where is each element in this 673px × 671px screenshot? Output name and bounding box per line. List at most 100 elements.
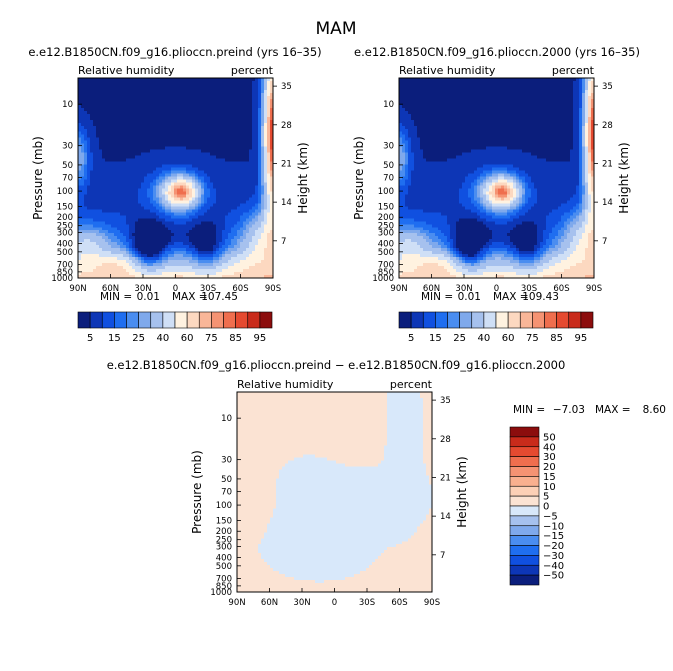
field-cell bbox=[258, 221, 262, 225]
field-cell bbox=[201, 78, 205, 82]
field-cell bbox=[192, 89, 196, 94]
field-cell bbox=[171, 179, 175, 184]
colorbar-swatch bbox=[174, 311, 188, 329]
field-cell bbox=[270, 236, 274, 240]
field-cell bbox=[189, 146, 193, 151]
field-cell bbox=[117, 248, 121, 252]
field-cell bbox=[150, 254, 154, 258]
field-cell bbox=[162, 251, 166, 255]
field-cell bbox=[219, 236, 223, 240]
field-cell bbox=[261, 257, 265, 261]
field-cell bbox=[246, 251, 250, 255]
field-cell bbox=[231, 218, 235, 222]
field-cell bbox=[96, 104, 100, 109]
field-cell bbox=[144, 155, 148, 160]
field-cell bbox=[240, 269, 244, 273]
field-cell bbox=[114, 215, 118, 219]
field-cell bbox=[105, 245, 109, 249]
field-cell bbox=[159, 104, 163, 109]
field-cell bbox=[246, 248, 250, 252]
field-cell bbox=[165, 257, 169, 261]
field-cell bbox=[78, 164, 82, 169]
field-cell bbox=[399, 176, 403, 181]
field-cell bbox=[126, 170, 130, 175]
field-cell bbox=[210, 80, 214, 85]
field-cell bbox=[201, 257, 205, 261]
field-cell bbox=[243, 221, 247, 225]
field-cell bbox=[156, 131, 160, 136]
field-cell bbox=[219, 83, 223, 88]
field-cell bbox=[120, 78, 124, 82]
field-cell bbox=[231, 78, 235, 82]
field-cell bbox=[108, 254, 112, 258]
field-cell bbox=[231, 134, 235, 139]
field-cell bbox=[126, 143, 130, 148]
field-cell bbox=[123, 185, 127, 190]
field-cell bbox=[237, 146, 241, 151]
field-cell bbox=[234, 110, 238, 115]
field-cell bbox=[252, 137, 256, 142]
field-cell bbox=[102, 203, 106, 207]
field-cell bbox=[213, 263, 217, 267]
field-cell bbox=[78, 167, 82, 172]
field-cell bbox=[135, 155, 139, 160]
field-cell bbox=[213, 104, 217, 109]
field-cell bbox=[153, 92, 157, 97]
field-cell bbox=[225, 254, 229, 258]
field-cell bbox=[114, 269, 118, 273]
field-cell bbox=[129, 170, 133, 175]
field-cell bbox=[96, 101, 100, 106]
field-cell bbox=[237, 167, 241, 172]
field-cell bbox=[174, 116, 178, 121]
field-cell bbox=[84, 218, 88, 222]
field-cell bbox=[90, 209, 94, 213]
field-cell bbox=[225, 110, 229, 115]
field-cell bbox=[198, 182, 202, 187]
field-cell bbox=[105, 167, 109, 172]
field-cell bbox=[411, 254, 415, 258]
field-cell bbox=[252, 182, 256, 187]
field-cell bbox=[414, 104, 418, 109]
field-cell bbox=[264, 122, 268, 127]
field-cell bbox=[174, 83, 178, 88]
field-cell bbox=[231, 122, 235, 127]
field-cell bbox=[102, 215, 106, 219]
field-cell bbox=[84, 188, 88, 193]
field-cell bbox=[249, 260, 253, 264]
field-cell bbox=[267, 236, 271, 240]
field-cell bbox=[111, 251, 115, 255]
field-cell bbox=[111, 275, 115, 279]
field-cell bbox=[261, 155, 265, 160]
field-cell bbox=[234, 113, 238, 118]
field-cell bbox=[210, 92, 214, 97]
field-cell bbox=[246, 206, 250, 210]
colorbar-swatch bbox=[114, 311, 127, 329]
field-cell bbox=[417, 167, 421, 172]
field-cell bbox=[408, 248, 412, 252]
field-cell bbox=[255, 182, 259, 187]
field-cell bbox=[114, 230, 118, 234]
field-cell bbox=[408, 182, 412, 187]
field-cell bbox=[219, 176, 223, 181]
field-cell bbox=[405, 173, 409, 178]
field-cell bbox=[90, 218, 94, 222]
field-cell bbox=[195, 140, 199, 145]
field-cell bbox=[261, 245, 265, 249]
field-cell bbox=[150, 227, 154, 231]
field-cell bbox=[210, 113, 214, 118]
field-cell bbox=[159, 92, 163, 97]
field-cell bbox=[162, 242, 166, 246]
field-cell bbox=[258, 125, 262, 130]
field-cell bbox=[117, 78, 121, 82]
field-cell bbox=[408, 104, 412, 109]
field-cell bbox=[114, 248, 118, 252]
field-cell bbox=[132, 209, 136, 213]
field-cell bbox=[174, 125, 178, 130]
field-cell bbox=[414, 107, 418, 112]
field-cell bbox=[168, 227, 172, 231]
field-cell bbox=[81, 248, 85, 252]
field-cell bbox=[240, 194, 244, 199]
field-cell bbox=[159, 227, 163, 231]
field-cell bbox=[210, 86, 214, 91]
field-cell bbox=[84, 131, 88, 136]
